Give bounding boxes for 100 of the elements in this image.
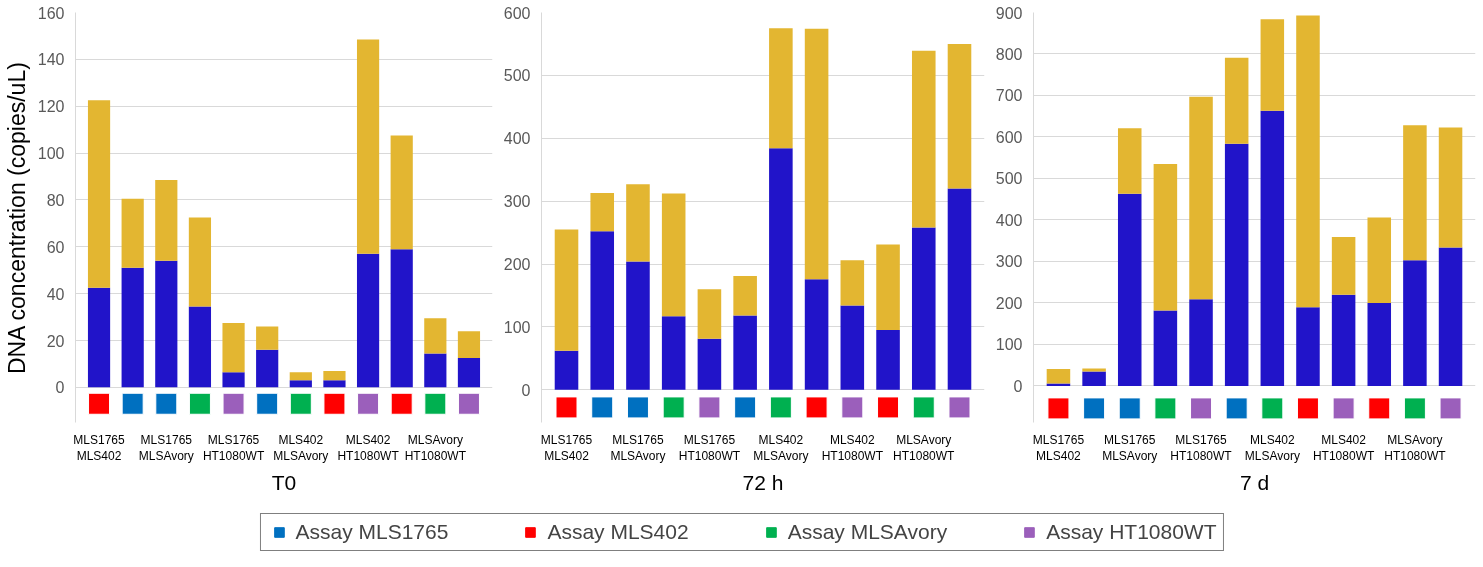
bar [1046, 368, 1071, 384]
x-tick-label: MLS1765 HT1080WT [678, 432, 741, 464]
y-tick-label: 600 [995, 128, 1023, 146]
bar [222, 322, 245, 373]
bar [876, 330, 900, 390]
y-tick-label: 700 [995, 87, 1023, 105]
bar [1153, 310, 1178, 386]
bar [188, 306, 212, 388]
y-tick-label: 40 [46, 285, 65, 303]
y-tick-label: 200 [503, 256, 531, 274]
x-tick-label: MLS402 HT1080WT [337, 432, 400, 464]
y-tick-label: 300 [503, 193, 531, 211]
bar [188, 217, 212, 307]
bar [356, 39, 380, 254]
x-tick-label: MLS1765 MLS402 [73, 432, 126, 464]
x-tick-label: MLS402 HT1080WT [821, 432, 884, 464]
bar [733, 315, 757, 390]
y-tick-label: 400 [503, 130, 531, 148]
bar [1260, 110, 1285, 386]
bar [911, 50, 936, 228]
y-tick-label: 600 [503, 4, 531, 22]
bar [804, 28, 829, 280]
bar [424, 353, 447, 388]
bar [626, 184, 650, 262]
x-tick-label: MLS1765 MLSAvory [138, 432, 194, 464]
bar [947, 43, 972, 189]
bar [1224, 143, 1249, 386]
bar [390, 249, 413, 388]
y-tick-label: 20 [46, 332, 65, 350]
bar [769, 148, 793, 390]
x-axis-title: 72 h [742, 471, 784, 495]
x-tick-label: MLS402 MLSAvory [273, 432, 329, 464]
bar [289, 372, 312, 381]
bar [1438, 247, 1463, 386]
y-tick-label: 900 [995, 4, 1023, 22]
bar [733, 275, 757, 316]
bar [769, 28, 793, 149]
x-tick-label: MLSAvory HT1080WT [893, 432, 956, 464]
bar [1438, 127, 1463, 248]
legend-label: Assay HT1080WT [1046, 520, 1217, 544]
bar [1189, 96, 1213, 300]
bar [876, 244, 900, 331]
x-axis-title: T0 [271, 471, 297, 495]
bar [554, 350, 579, 390]
bar [697, 338, 722, 390]
x-tick-label: MLS1765 MLS402 [540, 432, 593, 464]
bar [121, 198, 144, 268]
y-tick-label: 100 [503, 318, 531, 336]
bar [390, 135, 413, 250]
bar [1331, 237, 1356, 295]
x-tick-label: MLS1765 HT1080WT [1170, 432, 1233, 464]
bar [155, 180, 178, 261]
bar [590, 192, 615, 232]
bar [121, 267, 144, 388]
bar [661, 193, 686, 317]
bar [590, 231, 615, 390]
bar [457, 358, 481, 388]
bar [1296, 15, 1320, 308]
y-tick-label: 100 [37, 145, 65, 163]
y-tick-label: 300 [995, 253, 1023, 271]
legend-label: Assay MLS402 [547, 520, 689, 544]
y-tick-label: 800 [995, 46, 1023, 63]
bar [155, 260, 178, 388]
bar [256, 349, 279, 388]
bar [1117, 193, 1142, 386]
y-tick-label: 140 [37, 51, 65, 69]
x-tick-label: MLS1765 MLS402 [1032, 432, 1085, 464]
x-tick-label: MLS1765 MLSAvory [610, 432, 666, 464]
bar [840, 260, 865, 306]
bar [1260, 19, 1285, 111]
y-tick-label: 120 [37, 98, 65, 116]
bar [1296, 307, 1320, 386]
bar [356, 253, 380, 388]
y-axis-title: DNA concentration (copies/uL) [3, 62, 30, 375]
x-tick-label: MLSAvory HT1080WT [404, 432, 467, 464]
bar [457, 331, 481, 359]
bar [222, 372, 245, 388]
y-tick-label: 60 [46, 238, 65, 256]
bar [947, 188, 972, 390]
bar [911, 227, 936, 390]
legend-label: Assay MLSAvory [787, 520, 948, 544]
bar [554, 229, 579, 351]
bar [323, 380, 346, 388]
bar [1403, 260, 1427, 386]
y-tick-label: 100 [995, 336, 1023, 354]
y-tick-label: 0 [521, 381, 531, 399]
x-tick-label: MLS402 HT1080WT [1312, 432, 1375, 464]
y-tick-label: 400 [995, 211, 1023, 229]
y-tick-label: 80 [46, 191, 65, 209]
bar [626, 261, 650, 390]
bar [87, 287, 111, 388]
bar [804, 279, 829, 390]
y-tick-label: 500 [503, 67, 531, 85]
bar [1331, 294, 1356, 386]
bar [1189, 299, 1213, 386]
bar [840, 305, 865, 390]
x-tick-label: MLS402 MLSAvory [1244, 432, 1300, 464]
bar [697, 289, 722, 339]
x-tick-label: MLS1765 HT1080WT [202, 432, 265, 464]
bar [289, 380, 312, 388]
